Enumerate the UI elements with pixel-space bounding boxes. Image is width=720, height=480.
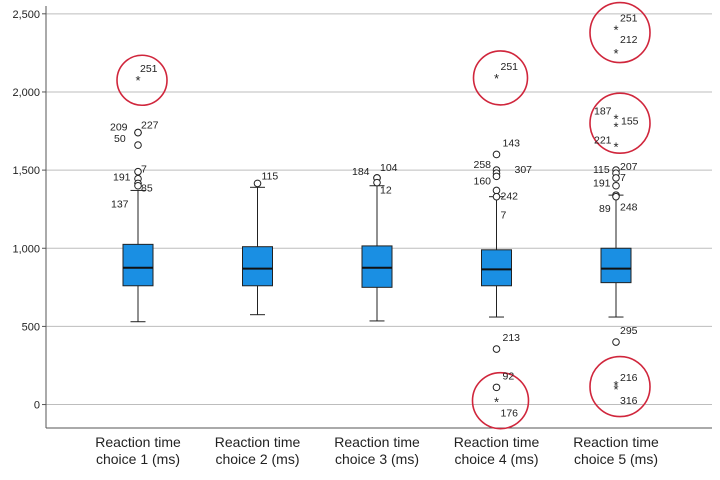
outlier-label: 191: [113, 172, 131, 184]
outlier-label: 7: [620, 172, 626, 184]
y-tick-label: 2,000: [12, 87, 40, 99]
y-tick-label: 1,000: [12, 243, 40, 255]
outlier-label: 251: [501, 61, 519, 73]
outlier-star: *: [613, 46, 618, 61]
outlier-star: *: [613, 119, 618, 134]
outlier-label: 104: [380, 162, 398, 174]
y-tick-label: 1,500: [12, 165, 40, 177]
outlier-star: *: [494, 71, 499, 86]
outlier-circle: [134, 141, 142, 149]
highlight-ring: [471, 371, 530, 430]
iqr-box: [122, 243, 154, 287]
outlier-label: 251: [620, 12, 638, 24]
outlier-label: 307: [515, 164, 533, 176]
highlight-ring: [472, 50, 529, 106]
outlier-label: 242: [501, 190, 519, 202]
highlight-ring: [589, 1, 651, 64]
category-label-line2: choice 1 (ms): [96, 451, 180, 467]
outlier-label: 115: [593, 164, 610, 176]
y-tick-label: 0: [34, 400, 40, 412]
outlier-star: *: [613, 382, 618, 397]
category-label-line2: choice 2 (ms): [215, 451, 299, 467]
outlier-circle: [612, 174, 620, 182]
category-label-line1: Reaction time: [573, 434, 659, 450]
outlier-star: *: [613, 378, 618, 393]
outlier-label: 295: [620, 325, 638, 337]
outlier-star: *: [613, 112, 618, 127]
category-label-line1: Reaction time: [454, 434, 540, 450]
outlier-circle: [612, 338, 620, 346]
outlier-label: 227: [141, 120, 159, 132]
outlier-circle: [612, 192, 620, 201]
iqr-box: [361, 245, 393, 288]
outlier-star: *: [613, 22, 618, 37]
iqr-box: [481, 249, 512, 287]
outlier-label: 50: [114, 133, 126, 145]
outlier-circle: [492, 150, 501, 159]
outlier-circle: [253, 179, 262, 188]
outlier-label: 7: [141, 164, 147, 176]
outlier-label: 160: [474, 175, 492, 187]
outlier-circle: [492, 383, 501, 392]
outlier-circle: [134, 181, 142, 190]
outlier-label: 143: [503, 137, 521, 149]
y-tick-label: 500: [22, 321, 40, 333]
outlier-star: *: [613, 140, 618, 155]
outlier-label: 184: [352, 166, 370, 178]
category-label-line2: choice 5 (ms): [574, 451, 658, 467]
outlier-label: 213: [503, 332, 521, 344]
outlier-layer: * *********: [134, 22, 620, 409]
outlier-label: 216: [620, 372, 638, 384]
outlier-circle: [492, 186, 501, 195]
outlier-label: 187: [594, 106, 612, 118]
y-tick-label: 2,500: [12, 9, 40, 21]
axis-layer: 0 500 1,000 1,500 2,000 2,500: [12, 6, 712, 429]
category-label-line1: Reaction time: [334, 434, 420, 450]
outlier-label: 92: [503, 370, 515, 382]
outlier-label: 207: [620, 161, 638, 173]
outlier-label: 258: [474, 159, 492, 171]
outlier-label: 12: [380, 185, 392, 197]
outlier-circle: [492, 172, 501, 181]
highlight-ring: [116, 54, 168, 107]
iqr-box: [242, 246, 273, 287]
highlight-ring: [589, 355, 651, 418]
highlight-ring: [589, 92, 651, 155]
category-label-line2: choice 3 (ms): [335, 451, 419, 467]
category-label-line1: Reaction time: [215, 434, 301, 450]
outlier-label: 212: [620, 34, 638, 46]
outlier-star: *: [494, 394, 499, 409]
box-layer: [122, 185, 632, 323]
outlier-label: 7: [501, 210, 507, 222]
outlier-label: 248: [620, 202, 638, 214]
outlier-label: 221: [594, 135, 612, 147]
category-label-line2: choice 4 (ms): [454, 451, 538, 467]
outlier-label: 209: [110, 122, 128, 134]
outlier-label: 85: [141, 182, 153, 194]
outlier-label: 316: [620, 395, 638, 407]
outlier-label: 89: [599, 203, 611, 215]
outlier-circle: [492, 192, 501, 201]
iqr-box: [600, 247, 632, 284]
category-label-line1: Reaction time: [95, 434, 181, 450]
outlier-star: *: [135, 73, 140, 88]
outlier-label: 251: [140, 63, 158, 75]
outlier-circle: [612, 181, 620, 190]
outlier-circle: [492, 345, 501, 353]
outlier-label: 115: [262, 170, 279, 182]
outlier-label: 176: [501, 407, 519, 419]
outlier-label: 191: [593, 178, 611, 190]
outlier-circle: [134, 128, 142, 137]
outlier-label: 155: [621, 115, 639, 127]
outlier-label: 137: [111, 199, 129, 211]
outlier-circle: [373, 178, 381, 187]
highlight-layer: [116, 1, 651, 430]
